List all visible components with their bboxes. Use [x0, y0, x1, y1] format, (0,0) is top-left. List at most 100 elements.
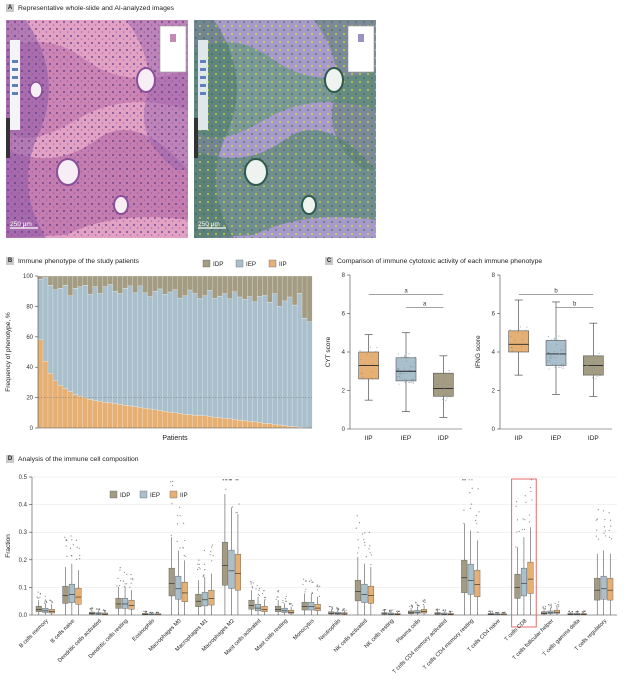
bar-iep [87, 294, 94, 400]
outlier-point [39, 597, 41, 599]
x-axis-label: Patients [162, 435, 188, 442]
y-tick-label: 4 [342, 350, 346, 356]
box-idp [541, 611, 548, 615]
bar-idp [127, 275, 133, 287]
bar-idp [222, 275, 228, 294]
outlier-point [91, 607, 93, 610]
bar-iip [212, 416, 218, 429]
outlier-point [119, 580, 122, 582]
outlier-point [390, 609, 392, 611]
outlier-point [396, 610, 398, 613]
outlier-point [364, 532, 366, 534]
outlier-point [124, 586, 126, 588]
jitter-point [435, 383, 437, 386]
x-tick-label: IDP [588, 435, 599, 442]
outlier-point [310, 579, 312, 581]
jitter-point [406, 357, 408, 359]
outlier-point [264, 599, 266, 601]
outlier-point [524, 495, 526, 497]
outlier-point [531, 499, 533, 501]
bar-idp [291, 275, 298, 306]
jitter-point [558, 366, 560, 368]
box-iep [175, 575, 182, 600]
box-idp [221, 541, 228, 586]
outlier-point [524, 519, 526, 521]
box-iep [228, 549, 235, 589]
outlier-point [149, 611, 152, 613]
outlier-point [462, 479, 464, 481]
outlier-point [305, 588, 307, 590]
outlier-point [225, 488, 227, 490]
outlier-point [577, 611, 579, 613]
bar-iep [47, 284, 54, 374]
jitter-point [401, 379, 403, 381]
jitter-point [562, 363, 564, 365]
jitter-point [595, 373, 597, 375]
jitter-point [547, 351, 549, 353]
box-iip [421, 609, 428, 614]
x-tick-label: IDP [438, 435, 449, 442]
jitter-point [525, 329, 527, 331]
outlier-point [364, 541, 366, 544]
outlier-point [542, 607, 544, 609]
outlier-point [71, 539, 73, 541]
y-tick-label: 40 [26, 365, 33, 371]
legend-label-iip: IIP [180, 492, 188, 499]
outlier-point [550, 605, 553, 607]
bar-idp [57, 275, 64, 289]
outlier-point [45, 600, 48, 603]
box-iip [48, 609, 55, 614]
bar-iip [67, 391, 74, 429]
outlier-point [411, 606, 413, 609]
jitter-point [558, 335, 560, 337]
outlier-point [343, 609, 345, 611]
bar-iip [232, 419, 238, 429]
outlier-point [558, 604, 560, 606]
jitter-point [546, 360, 548, 362]
bar-idp [137, 275, 143, 287]
x-tick-label: Neutrophils [318, 618, 342, 642]
box-idp [381, 612, 388, 615]
jitter-point [548, 360, 551, 362]
jitter-point [553, 339, 555, 341]
bar-idp [77, 275, 84, 287]
bar-iip [177, 413, 183, 429]
outlier-point [50, 600, 52, 602]
panel-d-letter: D [6, 455, 14, 463]
outlier-point [308, 580, 311, 582]
jitter-point [411, 381, 413, 383]
box-iip [508, 330, 529, 353]
bar-iip [52, 380, 59, 429]
box-idp [328, 611, 335, 615]
bar-iep [222, 293, 228, 419]
outlier-point [369, 545, 371, 547]
jitter-point [550, 355, 552, 357]
outlier-point [597, 538, 600, 540]
bar-idp [97, 275, 104, 294]
y-tick-label: 8 [342, 273, 346, 279]
jitter-point [547, 365, 549, 367]
y-axis-label: Frequency of phenotype, % [5, 312, 12, 392]
jitter-point [519, 326, 522, 328]
outlier-point [528, 521, 531, 523]
bar-idp [267, 275, 273, 303]
bar-iip [82, 397, 89, 429]
y-tick-label: 0.1 [19, 585, 28, 591]
outlier-point [184, 555, 186, 557]
outlier-point [548, 603, 550, 606]
outlier-point [155, 611, 158, 614]
bar-iip [272, 424, 278, 429]
bar-iip [87, 398, 94, 429]
jitter-point [371, 377, 373, 379]
y-tick-label: 0 [492, 427, 496, 433]
jitter-point [411, 365, 413, 367]
box-idp [433, 372, 454, 397]
outlier-point [329, 606, 331, 608]
outlier-point [604, 530, 606, 532]
outlier-point [123, 571, 126, 574]
y-tick-label: 2 [342, 389, 346, 395]
bar-iip [167, 411, 173, 429]
jitter-point [400, 373, 402, 376]
bar-idp [172, 275, 178, 290]
jitter-point [433, 379, 435, 381]
